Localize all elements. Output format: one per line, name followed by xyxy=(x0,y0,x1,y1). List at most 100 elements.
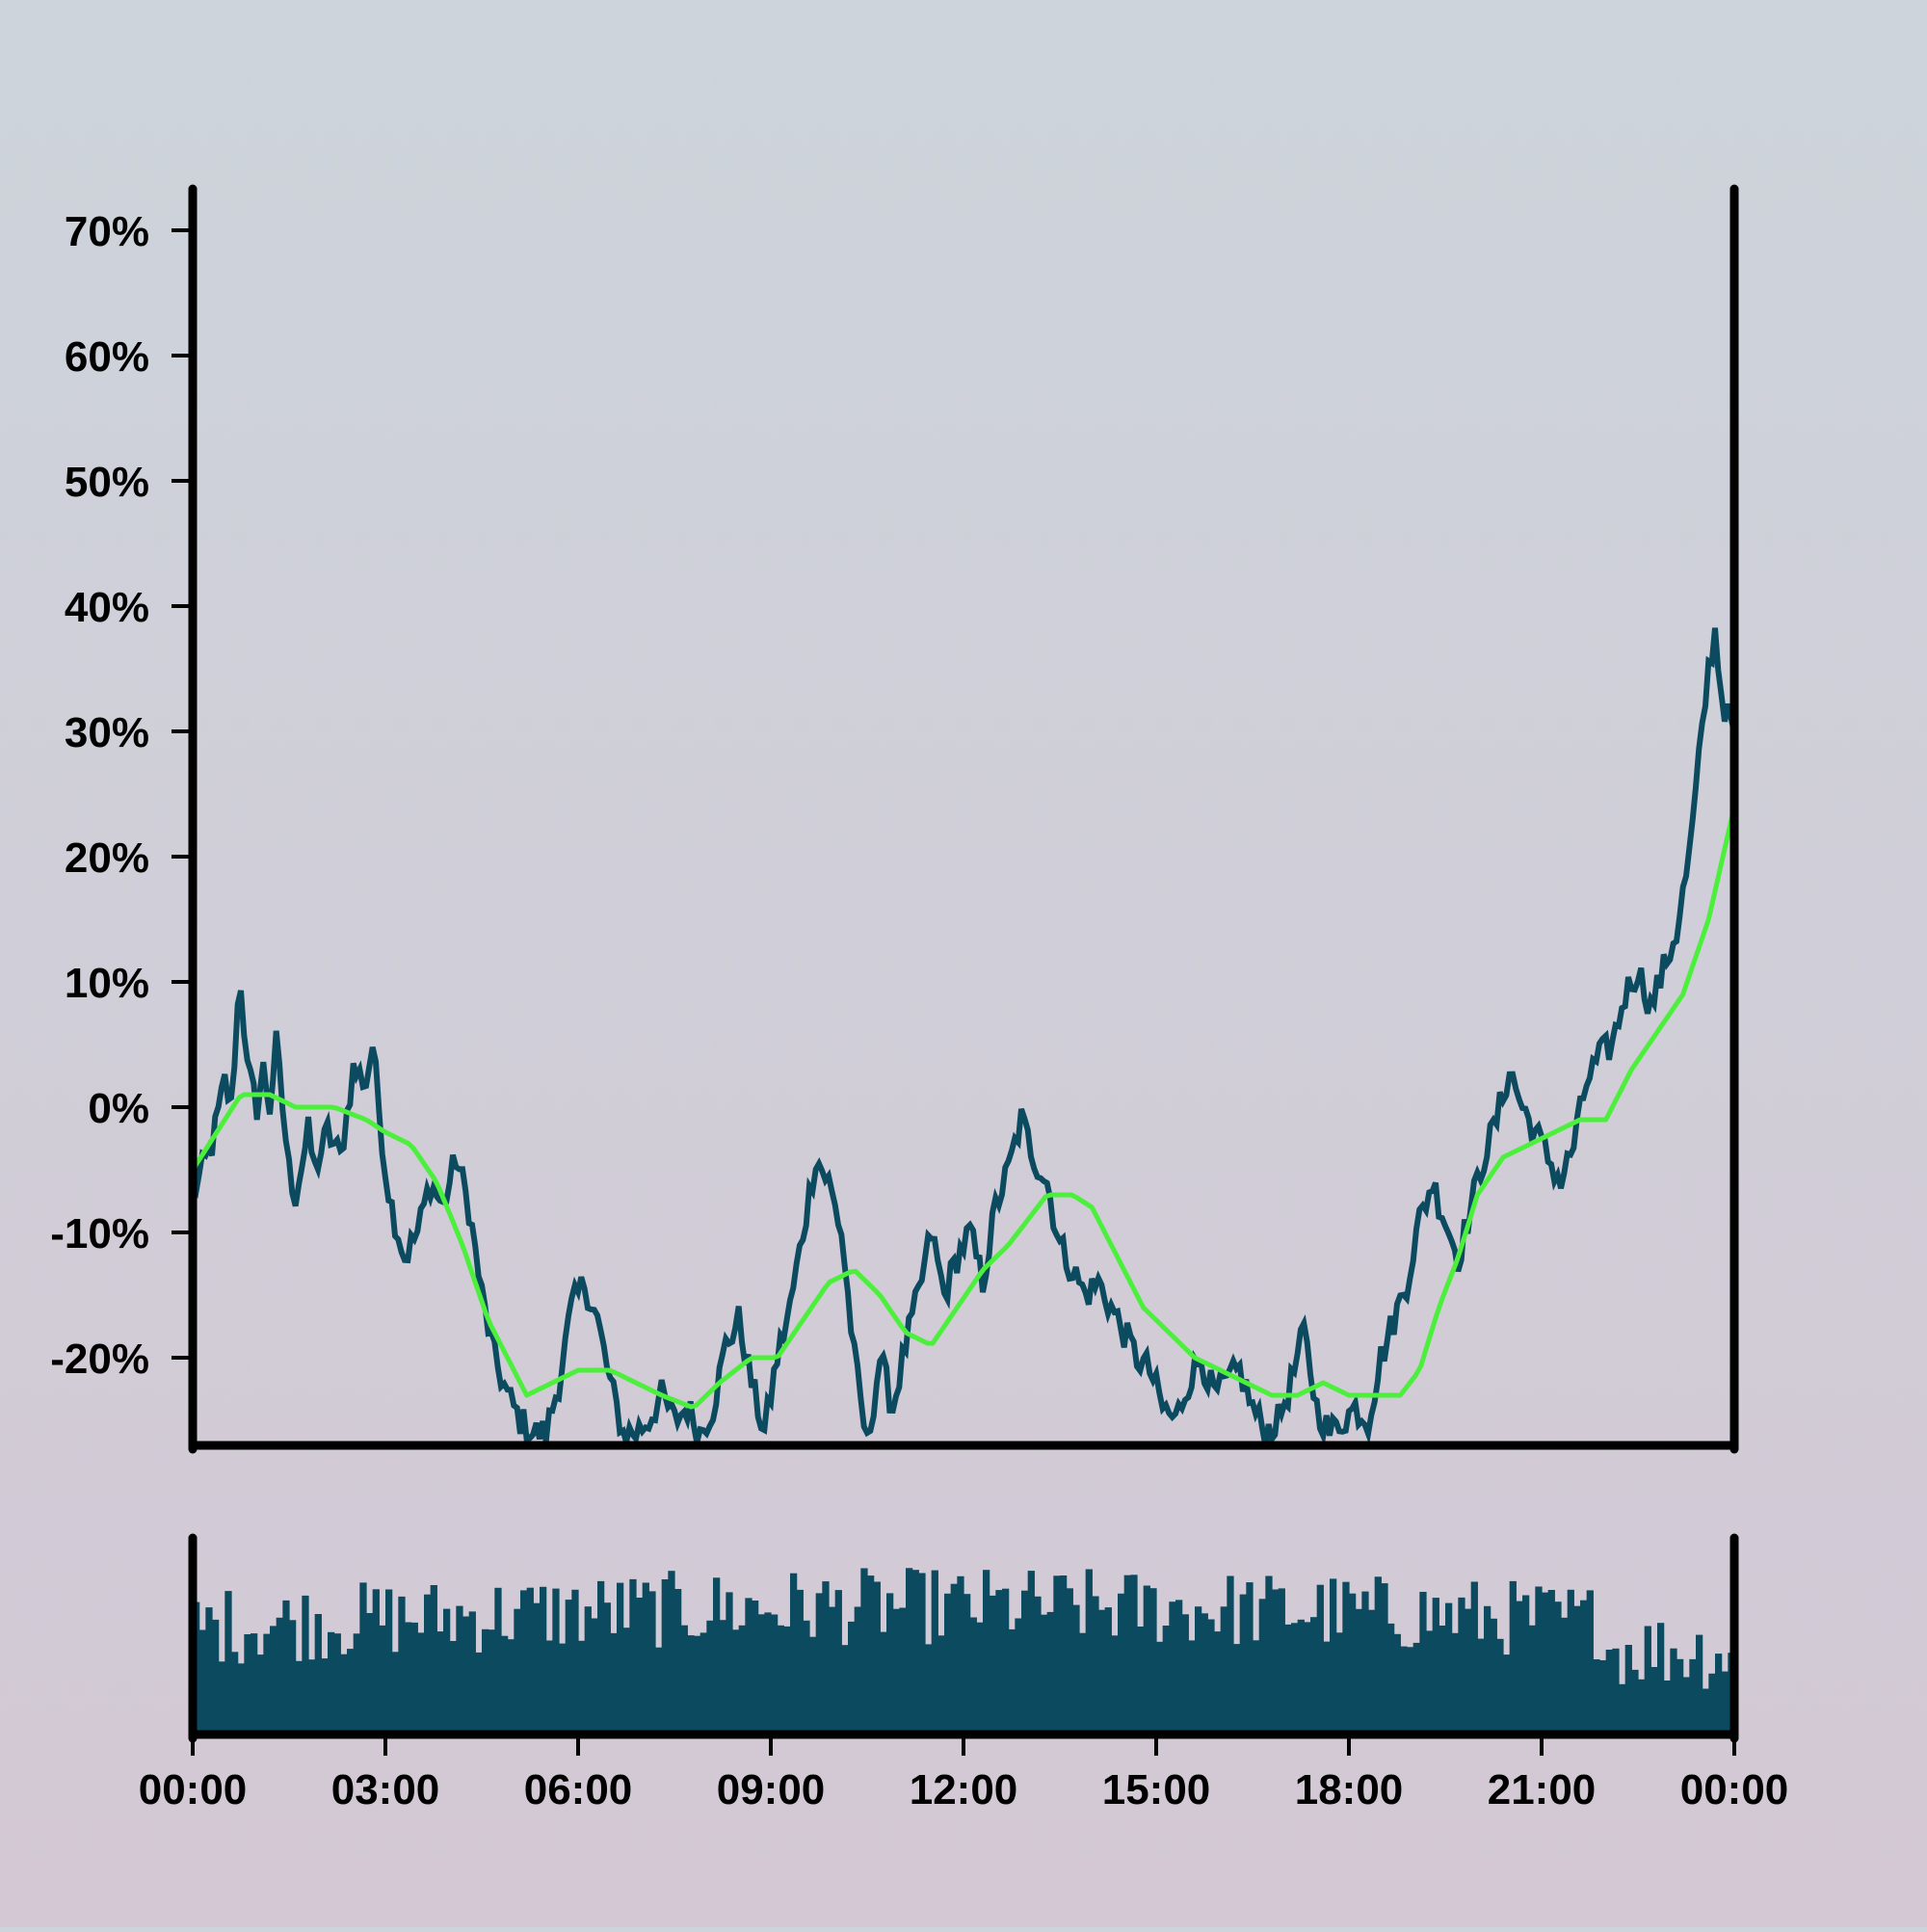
volume-bar xyxy=(867,1575,875,1734)
volume-bar xyxy=(1265,1575,1273,1734)
x-tick-label: 21:00 xyxy=(1488,1766,1597,1813)
volume-bar xyxy=(308,1659,316,1734)
volume-bar xyxy=(713,1577,721,1734)
volume-bar xyxy=(1593,1659,1600,1734)
volume-bar xyxy=(680,1625,688,1734)
volume-bar xyxy=(1118,1593,1125,1734)
volume-bar xyxy=(1060,1575,1068,1734)
y-tick-label: 20% xyxy=(65,834,149,882)
volume-bar xyxy=(1034,1596,1042,1734)
volume-bar xyxy=(379,1625,386,1734)
x-tick-label: 18:00 xyxy=(1295,1766,1404,1813)
volume-bar xyxy=(333,1633,341,1734)
volume-bar xyxy=(950,1583,958,1734)
volume-bar xyxy=(295,1660,303,1734)
volume-bar xyxy=(410,1622,418,1734)
y-tick-label: 60% xyxy=(65,333,149,381)
volume-bar xyxy=(1123,1575,1131,1734)
price-line xyxy=(190,627,1737,1446)
volume-bar xyxy=(1503,1654,1511,1734)
volume-bar xyxy=(205,1607,213,1734)
volume-bar xyxy=(1542,1592,1549,1734)
y-tick-label: 50% xyxy=(65,459,149,506)
volume-bar xyxy=(1458,1597,1465,1734)
volume-bar xyxy=(969,1617,977,1734)
volume-bar xyxy=(757,1614,765,1734)
volume-bar xyxy=(892,1608,900,1734)
volume-bar xyxy=(1381,1583,1388,1734)
volume-bar xyxy=(834,1590,842,1734)
volume-bar xyxy=(1041,1614,1048,1734)
volume-bar xyxy=(256,1654,264,1734)
volume-bar xyxy=(1297,1619,1305,1734)
volume-bar xyxy=(648,1591,656,1734)
volume-bar xyxy=(911,1570,919,1734)
volume-bar xyxy=(809,1636,817,1734)
volume-bar xyxy=(687,1635,695,1734)
volume-bar xyxy=(1227,1575,1234,1734)
volume-bar xyxy=(1631,1669,1639,1734)
volume-bar xyxy=(1169,1601,1176,1734)
volume-bar xyxy=(462,1616,470,1734)
volume-bar xyxy=(533,1602,541,1734)
volume-bar xyxy=(622,1628,630,1734)
volume-bar xyxy=(661,1579,669,1734)
volume-bar xyxy=(1715,1654,1723,1734)
volume-bar xyxy=(719,1620,726,1734)
volume-bar xyxy=(1310,1617,1318,1734)
volume-bar xyxy=(321,1658,329,1734)
volume-bar xyxy=(1253,1640,1260,1734)
volume-bar xyxy=(764,1612,772,1734)
volume-bar xyxy=(430,1585,437,1734)
volume-bar xyxy=(591,1618,598,1734)
volume-bar xyxy=(1496,1638,1504,1734)
volume-bar xyxy=(276,1617,283,1734)
volume-bar xyxy=(1451,1632,1459,1734)
volume-bar xyxy=(340,1654,348,1734)
y-tick-label: 70% xyxy=(65,208,149,255)
volume-bar xyxy=(1387,1623,1395,1734)
volume-bar xyxy=(815,1593,823,1734)
x-tick-label: 12:00 xyxy=(910,1766,1018,1813)
volume-bar xyxy=(385,1589,393,1734)
volume-bar xyxy=(964,1594,971,1734)
volume-bar xyxy=(314,1614,322,1734)
volume-bar xyxy=(507,1639,515,1734)
volume-bar xyxy=(790,1573,798,1734)
volume-bar xyxy=(1561,1617,1569,1734)
volume-bar xyxy=(263,1633,271,1734)
volume-bar xyxy=(1522,1595,1530,1734)
volume-bar xyxy=(886,1593,894,1734)
volume-bar xyxy=(302,1595,309,1734)
volume-bar xyxy=(552,1588,560,1734)
volume-bar xyxy=(1246,1582,1254,1734)
volume-bar xyxy=(359,1582,367,1734)
volume-bar xyxy=(777,1625,784,1734)
volume-bar xyxy=(372,1589,380,1734)
volume-bar xyxy=(925,1644,933,1734)
volume-bar xyxy=(848,1621,856,1734)
volume-bar xyxy=(1573,1605,1581,1734)
volume-bar xyxy=(1638,1679,1646,1734)
volume-bar xyxy=(1516,1601,1523,1734)
x-tick-label: 00:00 xyxy=(1680,1766,1789,1813)
volume-bar xyxy=(584,1606,592,1734)
volume-bar xyxy=(251,1633,258,1734)
volume-bar xyxy=(1149,1588,1157,1734)
volume-bar xyxy=(1470,1581,1478,1734)
price-panel: -20% -10% 0% 10% 20% 30% 40% 50% 60% 70% xyxy=(50,184,1739,1454)
volume-bar xyxy=(841,1645,849,1734)
volume-bar xyxy=(1419,1592,1427,1734)
volume-bar xyxy=(1657,1623,1665,1734)
volume-bar xyxy=(347,1649,355,1734)
volume-bar xyxy=(1233,1644,1241,1734)
volume-bar xyxy=(565,1600,572,1734)
volume-bar xyxy=(880,1631,887,1734)
volume-bar xyxy=(1021,1590,1029,1734)
volume-bar xyxy=(629,1578,637,1734)
volume-bar xyxy=(976,1622,984,1734)
volume-bar xyxy=(1111,1635,1119,1734)
volume-bar xyxy=(282,1600,290,1734)
volume-bar xyxy=(803,1620,810,1734)
